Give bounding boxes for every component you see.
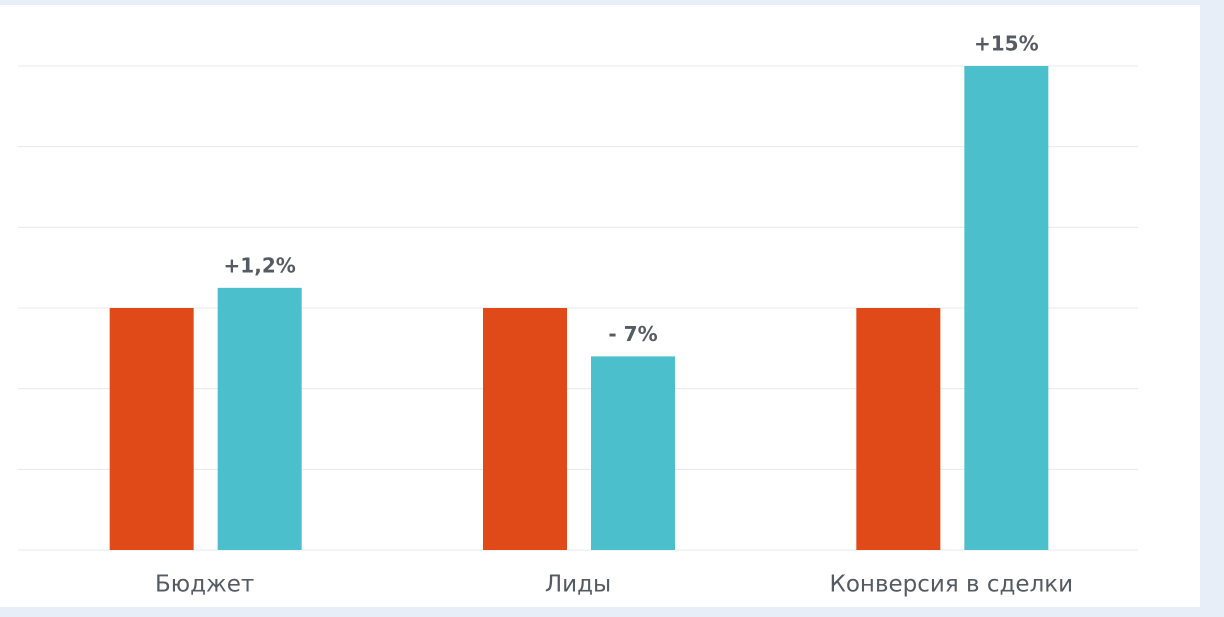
bar-annotation: +1,2%: [224, 253, 296, 277]
x-tick-label: Бюджет: [155, 572, 254, 598]
bar-annotation: - 7%: [608, 322, 657, 346]
bar: [591, 356, 675, 550]
bar: [856, 308, 941, 550]
bar: [109, 308, 194, 550]
bar: [964, 66, 1049, 550]
bar-annotation: +15%: [974, 32, 1039, 56]
x-tick-label: Лиды: [545, 572, 611, 598]
bar: [217, 287, 302, 550]
bar: [483, 308, 567, 550]
x-tick-label: Конверсия в сделки: [830, 572, 1074, 598]
